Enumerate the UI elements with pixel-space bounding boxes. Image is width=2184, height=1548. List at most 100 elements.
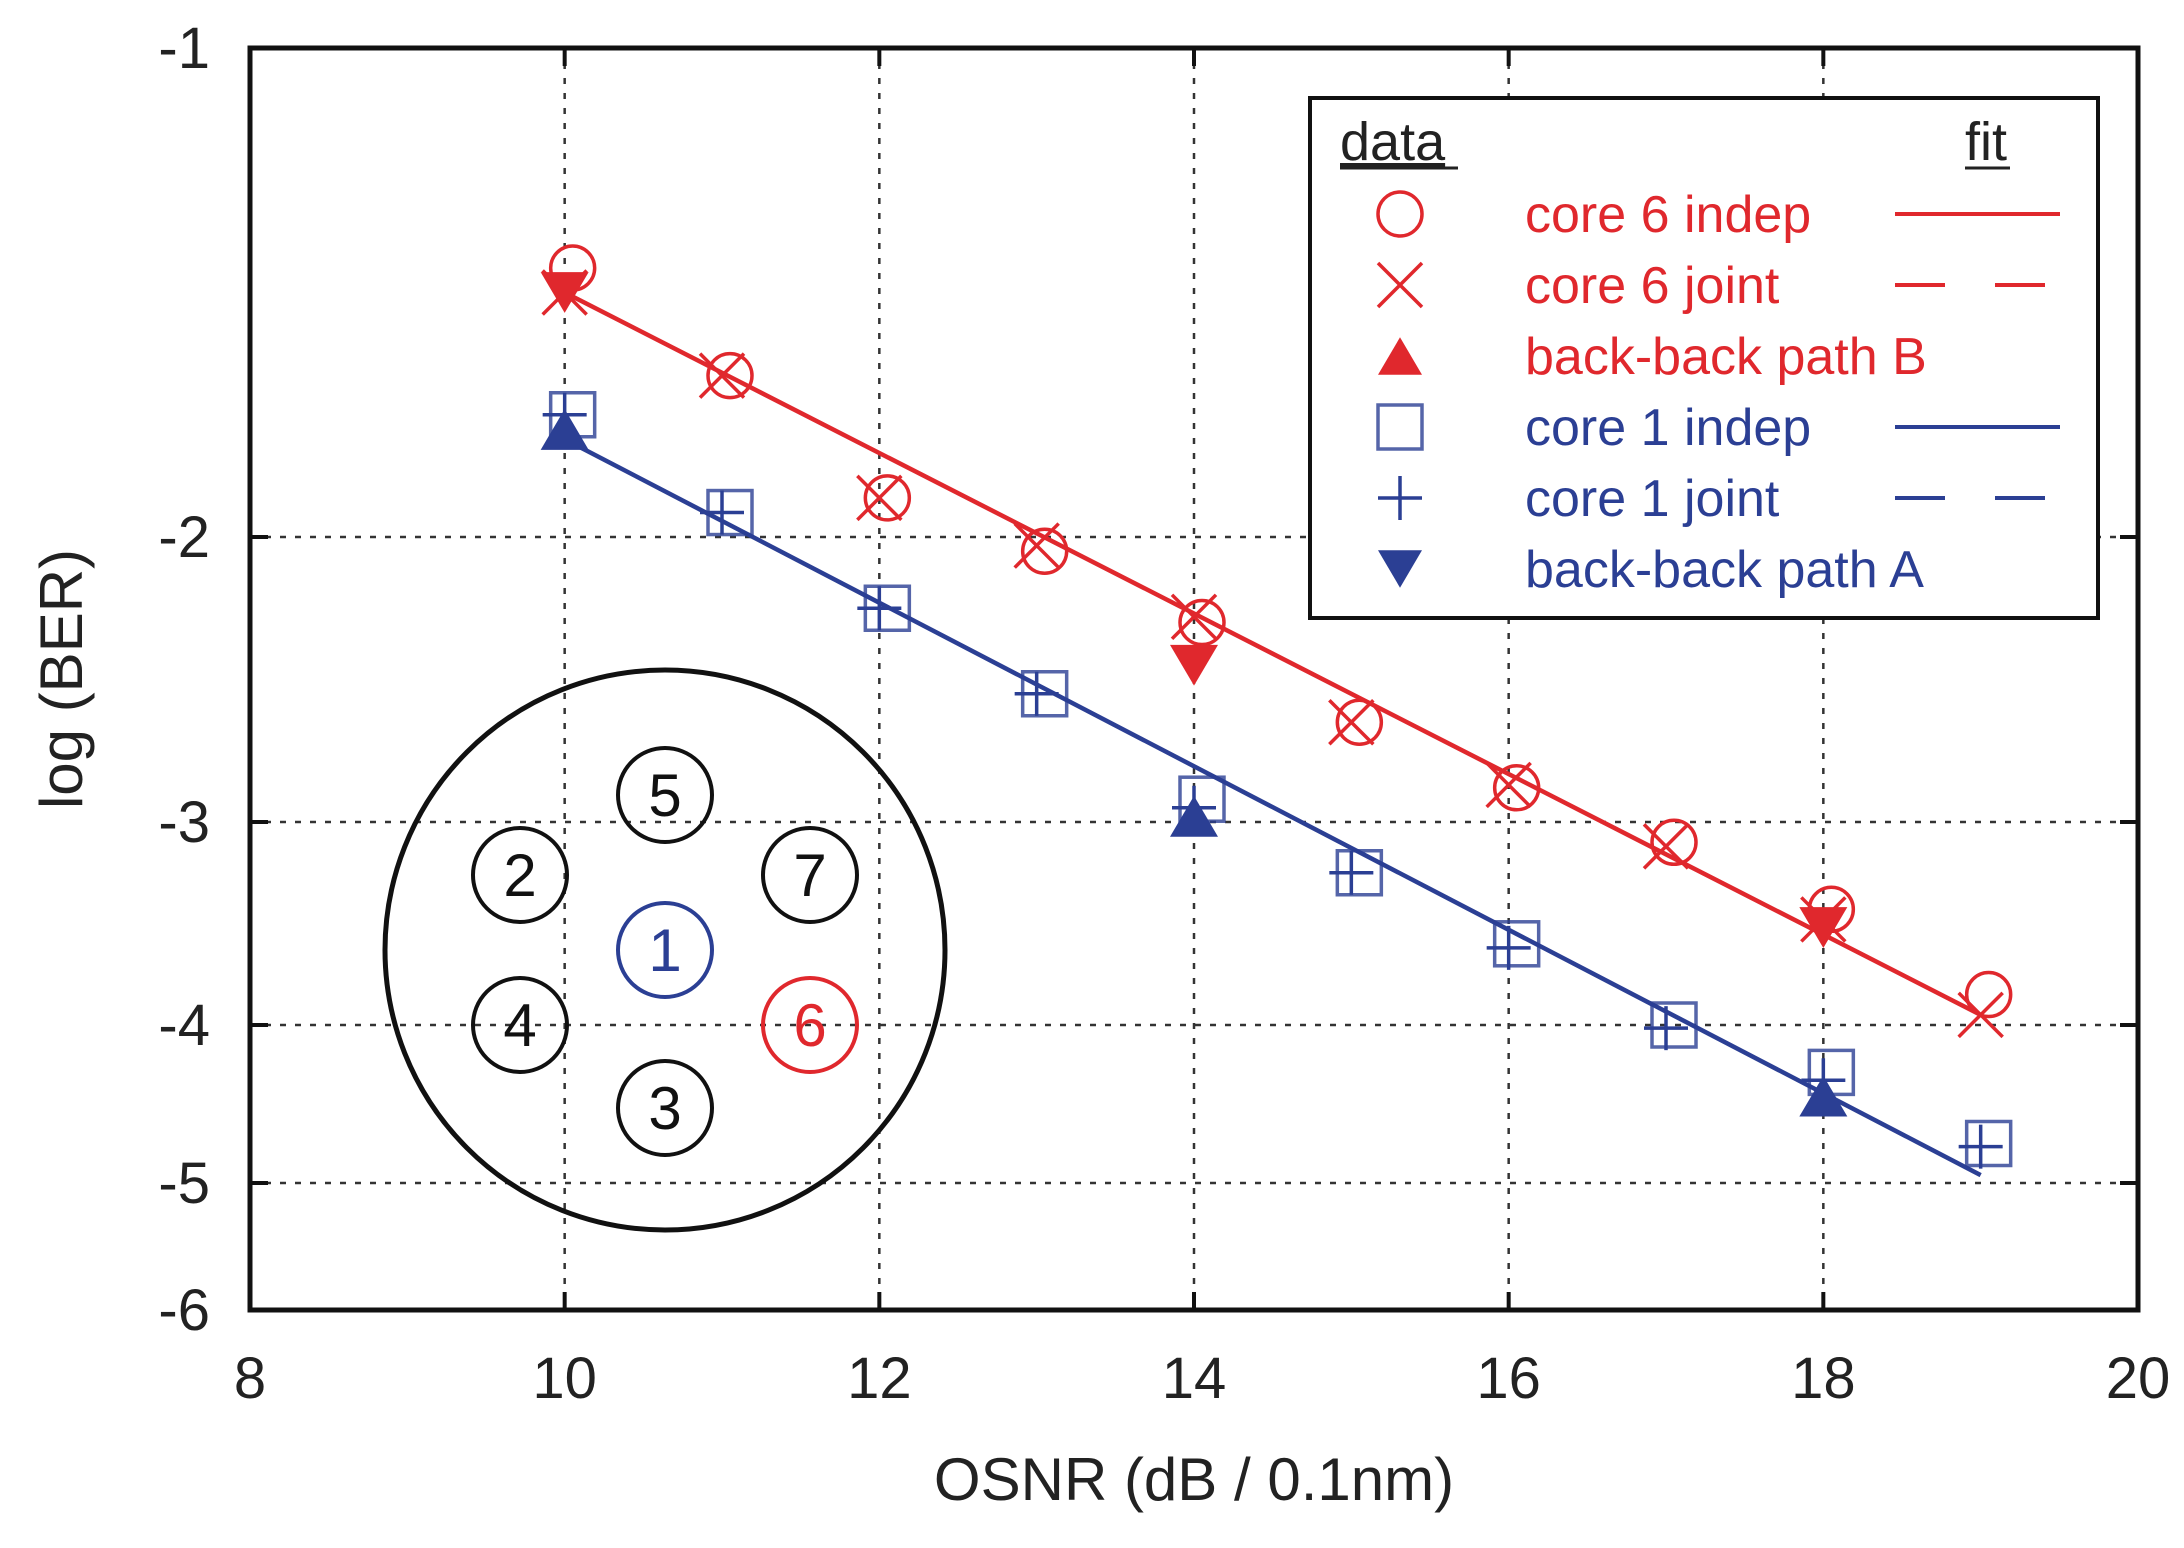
fiber-core-inset: 5 2 7 1 4 6 3: [382, 667, 948, 1233]
core-6-ring: [761, 976, 859, 1074]
x-tick-label: 14: [1162, 1346, 1227, 1411]
data-point-shape: [1650, 1001, 1698, 1049]
data-point: [1492, 764, 1541, 812]
data-point: [1642, 823, 1690, 870]
legend-marker: [1378, 337, 1422, 375]
core-3-label: 3: [648, 1075, 681, 1142]
data-point: [1644, 1006, 1688, 1051]
legend-marker-shape: [1378, 337, 1422, 375]
data-point: [1178, 598, 1226, 647]
legend-marker: [1376, 261, 1424, 309]
x-tick-label: 10: [532, 1346, 597, 1411]
legend-label: back-back path A: [1525, 541, 1924, 599]
legend-marker-shape: [1378, 550, 1422, 588]
core-5-ring: [616, 746, 714, 844]
legend-marker: [1376, 190, 1424, 238]
data-point-shape: [1170, 644, 1218, 686]
data-point: [1170, 644, 1218, 686]
data-point: [1170, 795, 1218, 837]
data-point-shape: [1492, 920, 1541, 968]
y-tick-label: -1: [158, 16, 210, 81]
legend-label: back-back path B: [1525, 328, 1927, 386]
data-point-shape: [1178, 598, 1226, 647]
legend-label: core 1 indep: [1525, 399, 1811, 457]
data-point: [540, 409, 589, 450]
data-point: [857, 586, 902, 631]
fit-lines: [563, 290, 1982, 1178]
data-point: [1020, 527, 1069, 575]
legend-label: core 1 joint: [1525, 470, 1780, 528]
data-point-shape: [540, 272, 589, 313]
data-point: [856, 474, 903, 522]
data-point: [1485, 761, 1532, 809]
axis-ticks: 8 10 12 14 16 18 20-1-2-3-4-5-6: [158, 16, 2170, 1411]
data-point-stroke: [1485, 761, 1532, 809]
legend-label: core 6 indep: [1525, 186, 1811, 244]
data-point-shape: [1650, 818, 1698, 867]
data-point-shape: [706, 351, 754, 400]
core-1-label: 1: [648, 917, 681, 984]
data-point: [1335, 698, 1384, 746]
data-point: [1492, 920, 1541, 968]
y-tick-label: -4: [158, 993, 210, 1058]
data-point: [700, 490, 744, 535]
data-point-shape: [1492, 764, 1541, 812]
data-point-shape: [1335, 698, 1384, 746]
fiber-cladding: [382, 667, 948, 1233]
x-tick-label: 8: [234, 1346, 266, 1411]
core-2-ring: [471, 826, 569, 924]
data-point-stroke: [1957, 991, 2004, 1039]
y-tick-label: -3: [158, 790, 210, 855]
x-tick-label: 20: [2106, 1346, 2171, 1411]
data-point-shape: [1964, 1119, 2013, 1168]
fit-line: [563, 437, 1982, 1178]
data-point-stroke: [698, 352, 746, 399]
data-point: [1957, 991, 2004, 1039]
legend-marker: [1376, 403, 1424, 451]
legend: data fit core 6 indep core 6 joint back-back…: [1308, 96, 2100, 620]
data-markers: [540, 244, 2013, 1169]
data-point: [863, 474, 912, 522]
legend-box: [1308, 96, 2100, 620]
data-point: [1650, 818, 1698, 867]
data-point: [1013, 522, 1060, 569]
core-3-ring: [616, 1059, 714, 1157]
data-point: [1799, 907, 1848, 948]
core-1-ring: [616, 901, 714, 999]
core-7-ring: [761, 826, 859, 924]
data-point-shape: [1799, 1075, 1848, 1117]
legend-data-header: data: [1340, 112, 1446, 172]
core-6-label: 6: [793, 992, 826, 1059]
core-7-label: 7: [793, 842, 826, 909]
legend-marker-stroke: [1376, 261, 1424, 309]
data-point-stroke: [856, 474, 903, 522]
data-point: [1170, 593, 1218, 641]
legend-label: core 6 joint: [1525, 257, 1780, 315]
x-axis-title: OSNR (dB / 0.1nm): [934, 1446, 1454, 1513]
data-point-stroke: [1642, 823, 1690, 870]
legend-fit-header: fit: [1965, 112, 2007, 172]
data-point: [1014, 671, 1059, 716]
data-point: [1328, 699, 1375, 746]
core-4-label: 4: [503, 992, 536, 1059]
data-point-shape: [1964, 970, 2013, 1019]
data-point: [1650, 1001, 1698, 1049]
data-point: [540, 272, 589, 313]
legend-marker: [1378, 550, 1422, 588]
core-4-ring: [471, 976, 569, 1074]
data-point: [1486, 925, 1531, 970]
data-point-shape: [1799, 907, 1848, 948]
data-point: [698, 352, 746, 399]
data-point-stroke: [1170, 593, 1218, 641]
data-point: [1329, 850, 1374, 895]
data-point-stroke: [1013, 522, 1060, 569]
x-tick-label: 12: [847, 1346, 912, 1411]
data-point: [1964, 970, 2013, 1019]
data-point: [706, 351, 754, 400]
core-5-label: 5: [648, 762, 681, 829]
fit-line: [563, 290, 1982, 1017]
y-axis-title: log (BER): [28, 549, 95, 809]
data-point: [1958, 1124, 2003, 1169]
data-point-shape: [1170, 795, 1218, 837]
